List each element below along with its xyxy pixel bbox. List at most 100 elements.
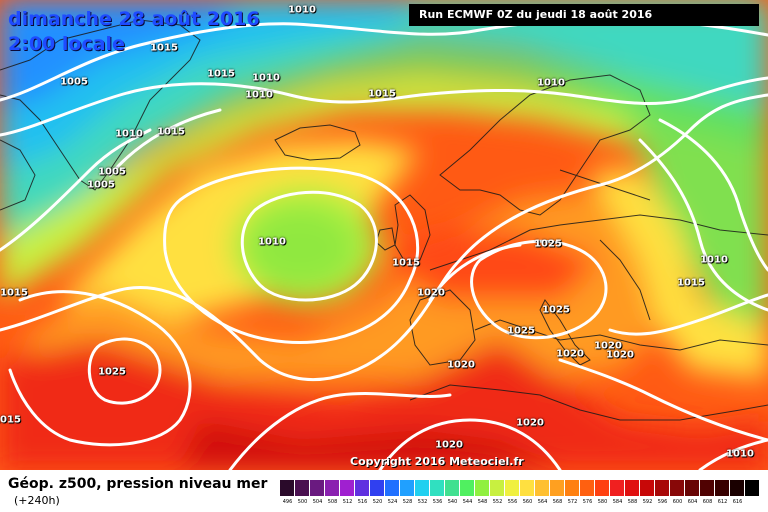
scale-swatch	[295, 480, 310, 496]
scale-label: 556	[507, 499, 518, 505]
scale-swatch	[520, 480, 535, 496]
scale-label: 512	[342, 499, 353, 505]
isobar-label: 1010	[245, 89, 273, 101]
scale-label: 520	[372, 499, 383, 505]
scale-swatch	[670, 480, 685, 496]
isobar-label: 1010	[288, 4, 316, 16]
run-info: Run ECMWF 0Z du jeudi 18 août 2016	[409, 4, 759, 26]
isobar-label: 1015	[207, 68, 235, 80]
isobar-label: 1005	[98, 166, 126, 178]
isobar-label: 1015	[368, 88, 396, 100]
isobar-label: 1020	[606, 349, 634, 361]
scale-swatch	[565, 480, 580, 496]
isobar-label: 1010	[700, 254, 728, 266]
isobar-label: 1010	[115, 128, 143, 140]
scale-label: 544	[462, 499, 473, 505]
scale-swatch	[745, 480, 760, 496]
scale-swatch	[430, 480, 445, 496]
scale-swatch	[550, 480, 565, 496]
scale-swatch	[385, 480, 400, 496]
isobar-label: 1010	[252, 72, 280, 84]
isobar-label: 1025	[507, 325, 535, 337]
scale-label: 592	[642, 499, 653, 505]
scale-label: 540	[447, 499, 458, 505]
map-graphic	[0, 0, 768, 470]
scale-swatch	[370, 480, 385, 496]
scale-label: 532	[417, 499, 428, 505]
color-scale-labels: 496 500 504 508 512 516 520 524 528 532 536 540 544 5…	[280, 499, 760, 505]
scale-label: 616	[732, 499, 743, 505]
isobar-label: 1015	[150, 42, 178, 54]
scale-swatch	[460, 480, 475, 496]
isobar-label: 1020	[447, 359, 475, 371]
scale-swatch	[355, 480, 370, 496]
scale-swatch	[700, 480, 715, 496]
scale-label: 548	[477, 499, 488, 505]
scale-swatch	[310, 480, 325, 496]
footer: Géop. z500, pression niveau mer (+240h) …	[0, 470, 768, 512]
isobar-label: 1015	[0, 414, 21, 426]
scale-swatch	[415, 480, 430, 496]
isobar-label: 1005	[60, 76, 88, 88]
scale-label: 508	[327, 499, 338, 505]
isobar-label: 1015	[0, 287, 28, 299]
scale-swatch	[535, 480, 550, 496]
scale-label: 568	[552, 499, 563, 505]
scale-label: 600	[672, 499, 683, 505]
scale-label: 500	[297, 499, 308, 505]
scale-swatch	[715, 480, 730, 496]
scale-label: 560	[522, 499, 533, 505]
isobar-label: 1025	[534, 238, 562, 250]
scale-label: 588	[627, 499, 638, 505]
scale-label: 552	[492, 499, 503, 505]
isobar-label: 1025	[542, 304, 570, 316]
scale-swatch	[595, 480, 610, 496]
scale-label: 580	[597, 499, 608, 505]
scale-swatch	[280, 480, 295, 496]
scale-label: 496	[282, 499, 293, 505]
scale-label: 504	[312, 499, 323, 505]
isobar-label: 1020	[417, 287, 445, 299]
isobar-label: 1020	[435, 439, 463, 451]
scale-label: 596	[657, 499, 668, 505]
isobar-label: 1020	[556, 348, 584, 360]
scale-swatch	[400, 480, 415, 496]
forecast-date: dimanche 28 août 2016	[8, 8, 260, 30]
scale-swatch	[730, 480, 745, 496]
isobar-label: 1025	[98, 366, 126, 378]
isobar-label: 1005	[87, 179, 115, 191]
scale-label: 604	[687, 499, 698, 505]
isobar-label: 1010	[537, 77, 565, 89]
scale-swatch	[685, 480, 700, 496]
weather-map: 1010 1015 1015 1010 1010 1005 1010 1015 1005 1005…	[0, 0, 768, 470]
scale-swatch	[655, 480, 670, 496]
scale-label: 524	[387, 499, 398, 505]
scale-label: 576	[582, 499, 593, 505]
color-scale	[280, 480, 760, 496]
scale-swatch	[505, 480, 520, 496]
copyright-notice: Copyright 2016 Meteociel.fr	[350, 455, 524, 468]
scale-label: 572	[567, 499, 578, 505]
scale-swatch	[490, 480, 505, 496]
scale-swatch	[640, 480, 655, 496]
forecast-range: (+240h)	[14, 494, 60, 507]
isobar-label: 1020	[594, 340, 622, 352]
scale-swatch	[475, 480, 490, 496]
isobar-label: 1015	[157, 126, 185, 138]
isobar-label: 1020	[516, 417, 544, 429]
scale-swatch	[445, 480, 460, 496]
scale-label: 612	[717, 499, 728, 505]
scale-swatch	[340, 480, 355, 496]
scale-label: 528	[402, 499, 413, 505]
scale-swatch	[610, 480, 625, 496]
isobar-label: 1015	[677, 277, 705, 289]
isobar-label: 1010	[726, 448, 754, 460]
scale-swatch	[580, 480, 595, 496]
scale-label: 584	[612, 499, 623, 505]
scale-label: 516	[357, 499, 368, 505]
forecast-time: 2:00 locale	[8, 33, 125, 55]
scale-swatch	[325, 480, 340, 496]
scale-label: 536	[432, 499, 443, 505]
legend-title: Géop. z500, pression niveau mer	[8, 476, 268, 492]
scale-label: 608	[702, 499, 713, 505]
